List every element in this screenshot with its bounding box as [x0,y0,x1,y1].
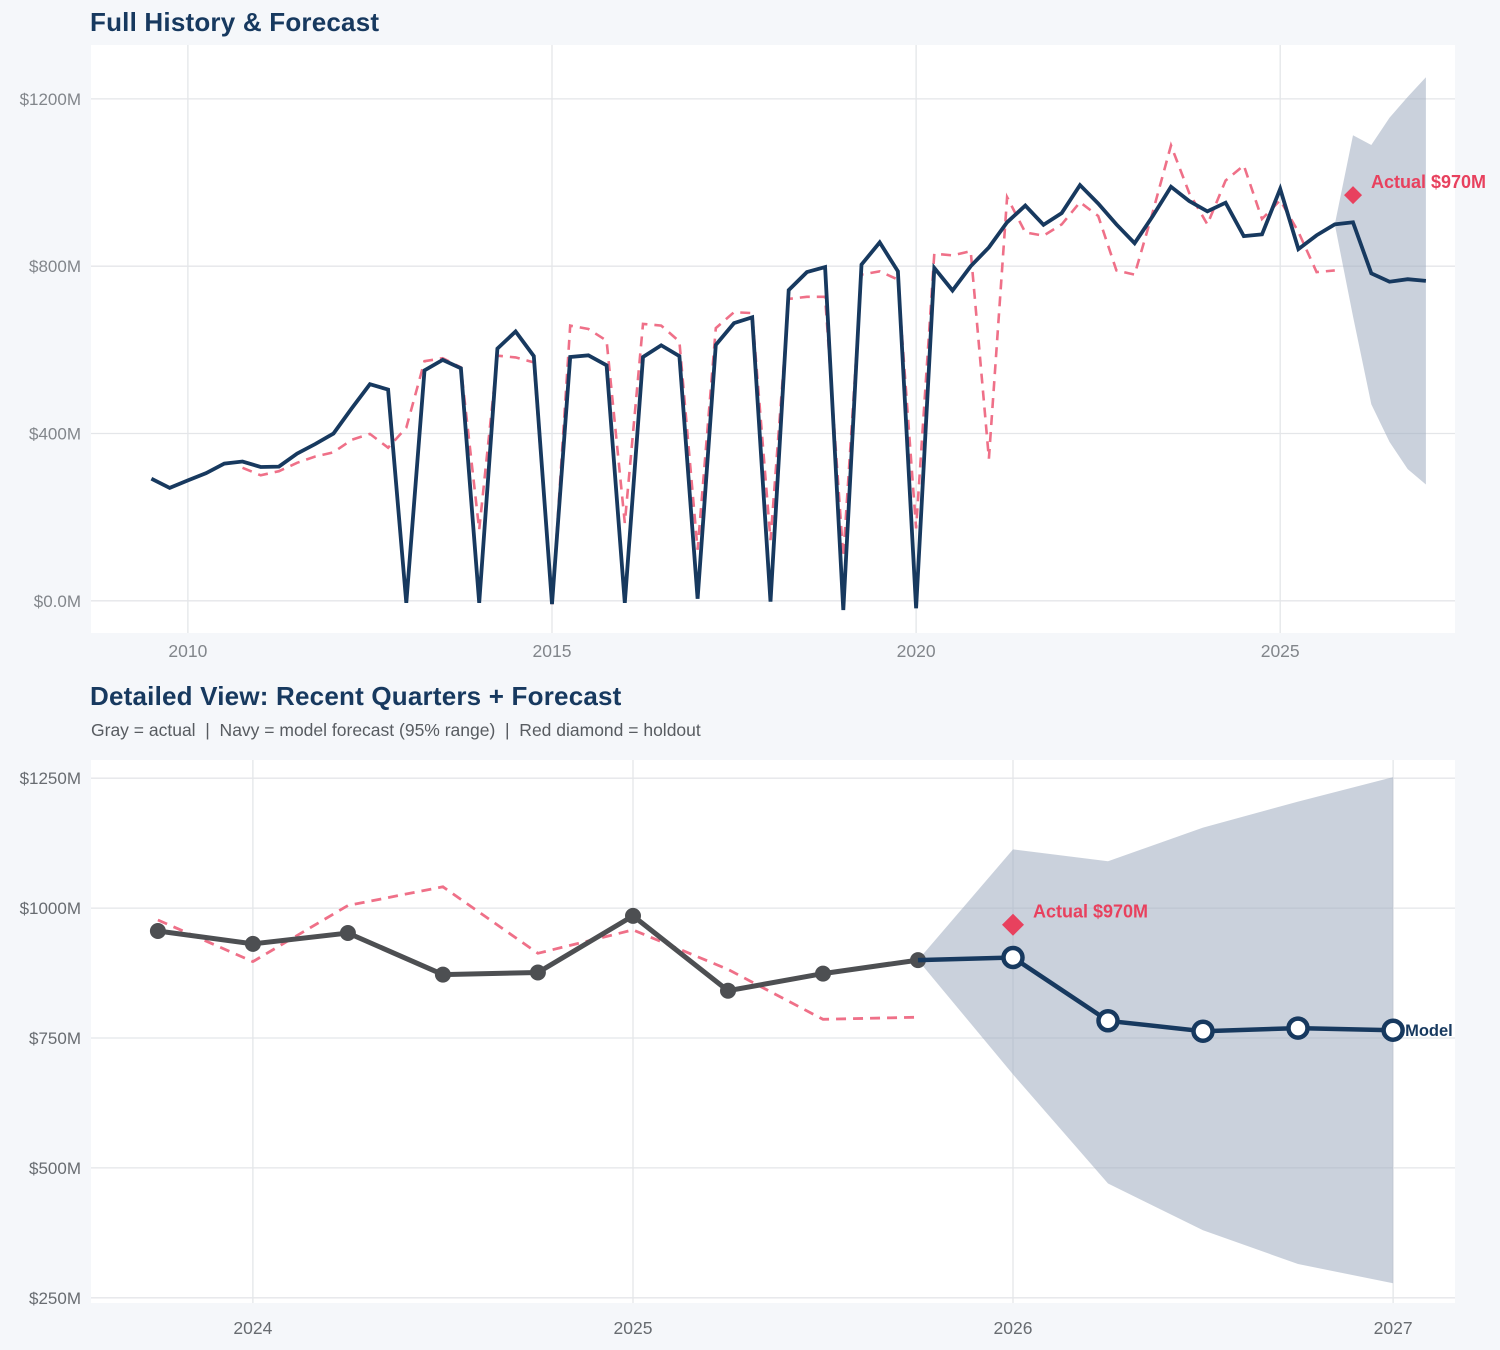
holdout-annotation-label: Actual $970M [1371,172,1486,192]
model-line-label: Model [1405,1022,1453,1040]
x-tick-label: 2024 [233,1318,272,1338]
actual-point-marker [434,966,451,983]
y-tick-label: $250M [29,1289,81,1308]
forecast-confidence-band [918,777,1394,1284]
y-tick-label: $750M [29,1029,81,1048]
x-tick-label: 2026 [994,1318,1033,1338]
model-forecast-line [917,955,1394,1034]
x-tick-label: 2015 [533,641,572,661]
holdout-annotation-label: Actual $970M [1033,902,1148,922]
forecast-point-marker [1001,945,1025,970]
x-tick-label: 2025 [1261,641,1300,661]
holdout-diamond-icon [1344,186,1363,205]
actual-point-marker [720,982,736,999]
x-tick-label: 2027 [1374,1318,1413,1338]
forecast-point-marker [1286,1016,1310,1040]
full-history-chart: $0.0M $400M $800M $1200M 2010 2015 2020 2025 Act… [20,45,1486,661]
seasonal-fitted-line [157,885,919,1021]
y-tick-label: $0.0M [34,592,81,611]
actual-point-marker [625,907,641,924]
x-tick-label: 2010 [168,641,207,661]
top-chart-title: Full History & Forecast [90,7,380,37]
history-forecast-line [150,182,1427,611]
y-tick-label: $1000M [20,899,81,918]
actual-point-marker [339,925,356,941]
forecast-point-marker [1381,1018,1405,1042]
bottom-chart-subtitle: Gray = actual | Navy = model forecast (9… [91,720,701,740]
actual-point-marker [529,964,546,981]
actual-point-marker [149,923,166,939]
forecast-confidence-band [1334,77,1426,485]
forecast-point-marker [1191,1019,1215,1043]
holdout-diamond-icon [1002,913,1025,936]
y-tick-label: $800M [29,257,81,276]
x-tick-label: 2025 [614,1318,653,1338]
y-tick-label: $400M [29,425,81,444]
actual-point-marker [244,935,261,952]
forecast-point-marker [1096,1009,1120,1033]
y-tick-label: $1250M [20,769,81,788]
y-tick-label: $1200M [20,90,81,109]
detailed-view-chart: $250M $500M $750M $1000M $1250M 2024 2025 2026 2… [20,760,1455,1338]
actual-point-marker [815,965,831,982]
x-tick-label: 2020 [897,641,936,661]
bottom-chart-title: Detailed View: Recent Quarters + Forecas… [90,681,622,711]
y-tick-label: $500M [29,1159,81,1178]
